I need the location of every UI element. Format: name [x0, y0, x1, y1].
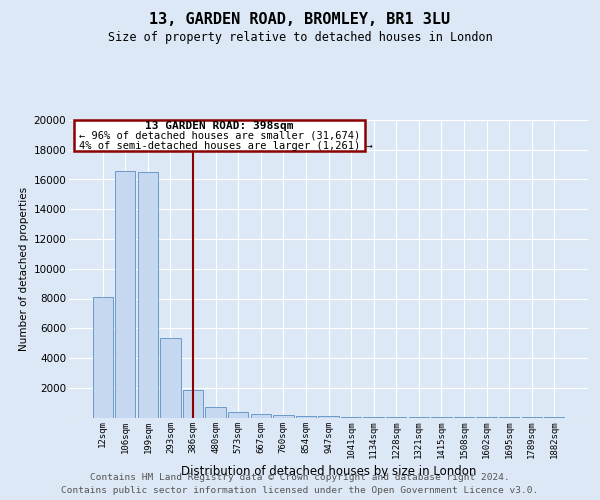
FancyBboxPatch shape [74, 120, 365, 151]
Bar [115, 170, 136, 418]
Text: Size of property relative to detached houses in London: Size of property relative to detached ho… [107, 31, 493, 44]
X-axis label: Distribution of detached houses by size in London: Distribution of detached houses by size … [181, 465, 476, 478]
Bar [138, 172, 158, 418]
Text: Contains public sector information licensed under the Open Government Licence v3: Contains public sector information licen… [61, 486, 539, 495]
Text: 4% of semi-detached houses are larger (1,261) →: 4% of semi-detached houses are larger (1… [79, 140, 373, 150]
Bar [341, 417, 361, 418]
Bar [160, 338, 181, 417]
Text: ← 96% of detached houses are smaller (31,674): ← 96% of detached houses are smaller (31… [79, 130, 361, 140]
Text: 13, GARDEN ROAD, BROMLEY, BR1 3LU: 13, GARDEN ROAD, BROMLEY, BR1 3LU [149, 12, 451, 28]
Bar [273, 416, 293, 418]
Bar [205, 407, 226, 418]
Bar [319, 416, 338, 418]
Bar [183, 390, 203, 417]
Bar [251, 414, 271, 418]
Bar [228, 412, 248, 418]
Bar [296, 416, 316, 418]
Text: 13 GARDEN ROAD: 398sqm: 13 GARDEN ROAD: 398sqm [145, 120, 294, 130]
Y-axis label: Number of detached properties: Number of detached properties [19, 186, 29, 351]
Text: Contains HM Land Registry data © Crown copyright and database right 2024.: Contains HM Land Registry data © Crown c… [90, 472, 510, 482]
Bar [92, 297, 113, 418]
